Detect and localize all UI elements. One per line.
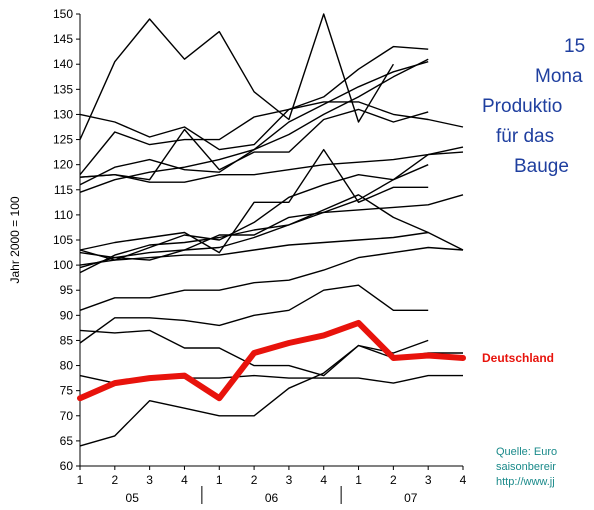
y-tick-label: 60 [60,459,74,473]
year-label: 05 [126,491,140,505]
y-axis-label: Jahr 2000 = 100 [8,196,22,283]
y-tick-label: 115 [54,183,73,197]
x-tick-label: 3 [286,473,293,487]
series-line [79,284,429,344]
axes [76,13,464,504]
source-note-line: Quelle: Euro [496,446,557,458]
year-label: 06 [265,491,279,505]
series-line [79,194,429,274]
source-note-line: http://www.jj [496,476,555,488]
x-tick-label: 2 [111,473,118,487]
x-tick-label: 1 [216,473,223,487]
y-tick-label: 90 [60,308,74,322]
series-line [79,61,429,186]
y-tick-label: 105 [53,233,73,247]
y-tick-label: 70 [60,409,74,423]
y-tick-label: 100 [53,258,73,272]
series-line [79,194,464,269]
series-line [79,231,464,266]
series-line [79,344,463,447]
source-note-line: saisonbereir [496,461,556,473]
y-tick-label: 125 [53,133,73,147]
y-tick-label: 120 [53,158,73,172]
y-tick-label: 140 [53,57,73,71]
x-tick-label: 3 [425,473,432,487]
series-line [79,45,429,176]
y-tick-label: 95 [60,283,74,297]
series-line [79,151,464,261]
y-tick-label: 130 [53,107,73,121]
series-line [79,246,464,311]
series-line [79,148,429,254]
x-tick-label: 1 [355,473,362,487]
x-tick-label: 4 [181,473,188,487]
y-tick-label: 65 [60,434,74,448]
x-tick-label: 1 [77,473,84,487]
chart-title-line: Produktio [482,96,562,117]
y-tick-label: 85 [60,333,74,347]
highlight-series-label: Deutschland [482,351,554,365]
x-tick-label: 2 [390,473,397,487]
y-tick-label: 145 [53,32,73,46]
x-tick-label: 4 [320,473,327,487]
chart-title-line: 15 [564,36,585,57]
year-label: 07 [404,491,418,505]
y-tick-label: 110 [54,208,73,222]
chart-title-line: Bauge [514,156,569,177]
series-line [79,329,429,377]
x-tick-label: 2 [251,473,258,487]
y-tick-label: 135 [53,82,73,96]
series-line [79,13,394,140]
chart-title-line: Mona [535,66,583,87]
y-tick-label: 150 [53,7,73,21]
series-line [79,164,429,259]
series-line [79,146,464,183]
y-tick-label: 80 [60,359,74,373]
series-layer [77,13,466,447]
x-tick-label: 3 [146,473,153,487]
labels: 6065707580859095100105110115120125130135… [8,7,585,505]
chart-title-line: für das [496,126,554,147]
series-line [79,101,464,151]
series-line [79,58,429,193]
highlight-series-line [77,319,466,402]
series-line [79,108,429,181]
x-tick-label: 4 [460,473,467,487]
y-tick-label: 75 [60,384,74,398]
